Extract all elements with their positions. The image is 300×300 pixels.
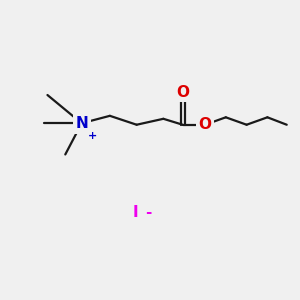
Text: O: O [199,117,212,132]
Text: -: - [145,205,152,220]
Text: +: + [87,131,97,141]
Text: I: I [132,205,138,220]
Text: N: N [75,116,88,131]
Text: O: O [176,85,189,100]
